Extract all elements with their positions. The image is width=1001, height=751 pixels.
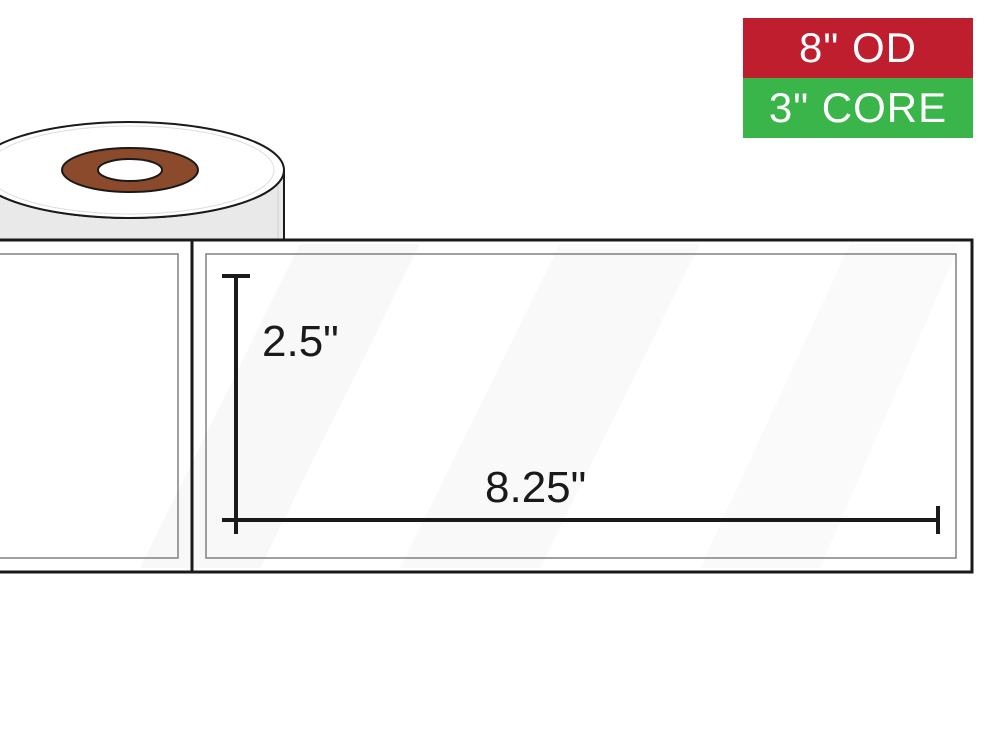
label-roll-diagram: 8" OD 3" CORE 2.5"8.25" bbox=[0, 0, 1001, 751]
diagram-svg: 2.5" 8.25" bbox=[0, 0, 1001, 751]
width-value: 8.25" bbox=[485, 463, 586, 512]
height-value: 2.5" bbox=[262, 317, 339, 366]
label-strip bbox=[0, 240, 972, 572]
label-spool bbox=[0, 122, 284, 240]
